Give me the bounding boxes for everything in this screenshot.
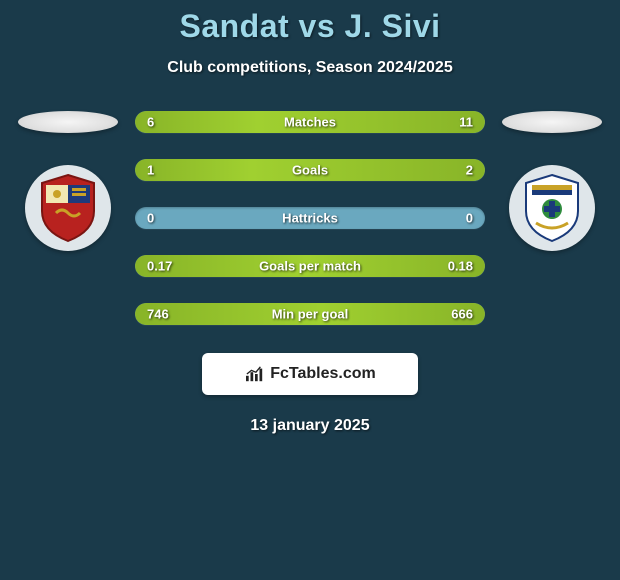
shield-icon	[522, 173, 582, 243]
club-crest-left	[25, 165, 111, 251]
stat-right-value: 2	[466, 163, 473, 178]
player-photo-left	[18, 111, 118, 133]
stat-bar: 0 Hattricks 0	[135, 207, 485, 229]
stat-fill-right	[251, 159, 486, 181]
page-title: Sandat vs J. Sivi	[0, 8, 620, 45]
stat-right-value: 666	[451, 307, 473, 322]
right-player-column	[497, 111, 607, 251]
shield-icon	[38, 173, 98, 243]
left-player-column	[13, 111, 123, 251]
stat-label: Min per goal	[272, 307, 349, 322]
player-photo-right	[502, 111, 602, 133]
stat-right-value: 0.18	[448, 259, 473, 274]
stat-bar: 0.17 Goals per match 0.18	[135, 255, 485, 277]
stat-right-value: 0	[466, 211, 473, 226]
stat-left-value: 1	[147, 163, 154, 178]
brand-badge[interactable]: FcTables.com	[202, 353, 418, 395]
stat-right-value: 11	[459, 115, 473, 130]
stat-left-value: 0	[147, 211, 154, 226]
stat-bar: 6 Matches 11	[135, 111, 485, 133]
stat-label: Goals	[292, 163, 328, 178]
stat-bar: 746 Min per goal 666	[135, 303, 485, 325]
bar-chart-icon	[244, 365, 266, 383]
main-row: 6Matches111Goals20Hattricks00.17Goals pe…	[0, 111, 620, 325]
stat-left-value: 6	[147, 115, 154, 130]
stat-left-value: 746	[147, 307, 169, 322]
club-crest-right	[509, 165, 595, 251]
stats-column: 6Matches111Goals20Hattricks00.17Goals pe…	[135, 111, 485, 325]
subtitle: Club competitions, Season 2024/2025	[0, 59, 620, 77]
stat-label: Goals per match	[259, 259, 361, 274]
comparison-card: Sandat vs J. Sivi Club competitions, Sea…	[0, 0, 620, 435]
stat-label: Matches	[284, 115, 336, 130]
date-label: 13 january 2025	[0, 417, 620, 435]
stat-bar: 1 Goals 2	[135, 159, 485, 181]
brand-label: FcTables.com	[270, 365, 376, 383]
stat-left-value: 0.17	[147, 259, 172, 274]
stat-label: Hattricks	[282, 211, 338, 226]
